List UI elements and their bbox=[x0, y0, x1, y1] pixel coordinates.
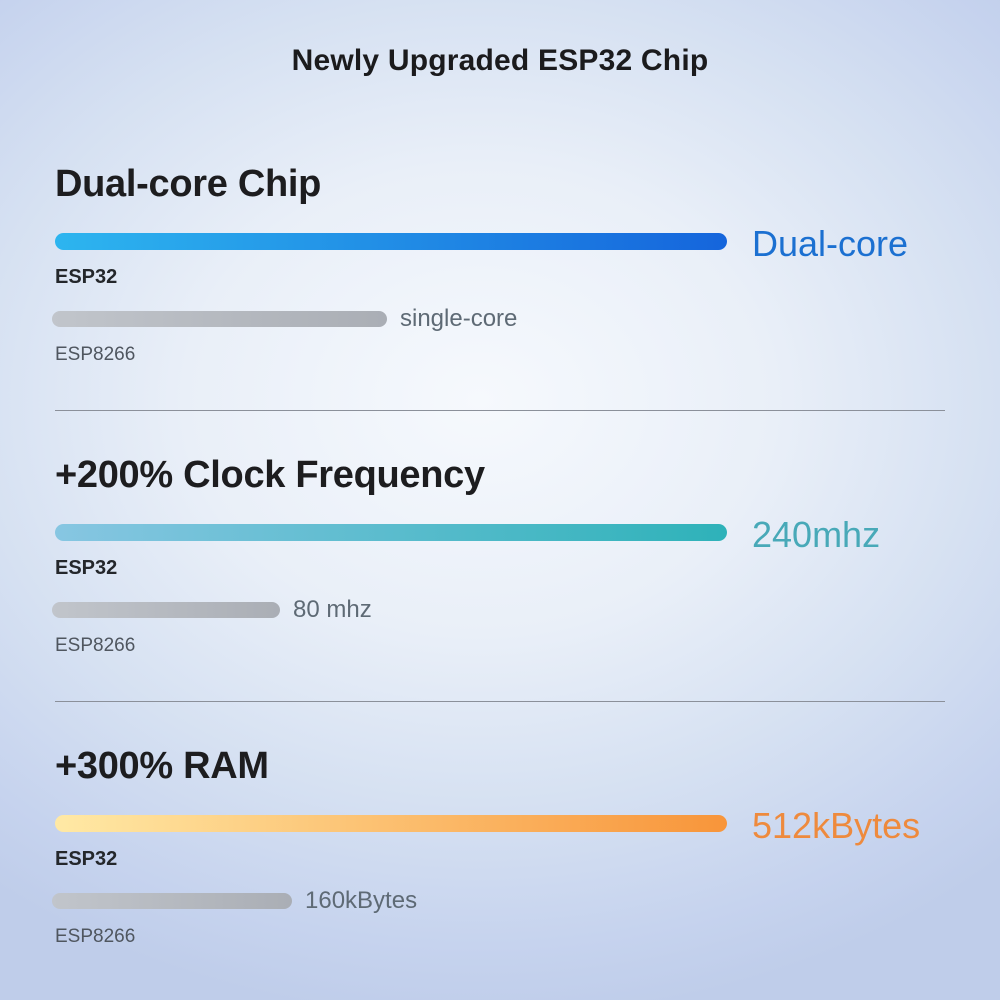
section-heading: +300% RAM bbox=[55, 745, 269, 787]
page-title: Newly Upgraded ESP32 Chip bbox=[291, 44, 709, 77]
esp8266-bar-row: 80 mhz bbox=[52, 596, 945, 624]
esp8266-bar-row: 160kBytes bbox=[52, 887, 945, 915]
section-divider bbox=[55, 410, 945, 411]
esp8266-bar-row: single-core bbox=[52, 305, 945, 333]
esp32-value-label: 512kBytes bbox=[752, 805, 921, 846]
section-heading: Dual-core Chip bbox=[55, 163, 322, 205]
section-clock-frequency: +200% Clock Frequency 240mhz ESP32 80 mh… bbox=[52, 453, 945, 657]
esp32-value-label: Dual-core bbox=[752, 223, 909, 264]
esp32-value-label: 240mhz bbox=[752, 514, 881, 555]
infographic-page: Newly Upgraded ESP32 Chip Dual-core Chip… bbox=[52, 44, 945, 948]
esp32-cores-bar bbox=[55, 232, 727, 250]
section-heading: +200% Clock Frequency bbox=[55, 454, 485, 496]
chip-label-esp32: ESP32 bbox=[55, 848, 118, 870]
section-dual-core: Dual-core Chip Dual-core ESP32 single-co… bbox=[52, 162, 945, 366]
chip-label-esp32: ESP32 bbox=[55, 266, 118, 288]
esp8266-ram-bar bbox=[52, 893, 292, 909]
esp32-bar-row: 240mhz bbox=[55, 511, 945, 555]
esp8266-cores-bar bbox=[52, 311, 387, 327]
esp32-clock-bar bbox=[55, 523, 727, 541]
esp32-ram-bar bbox=[55, 814, 727, 832]
esp8266-value-label: single-core bbox=[400, 305, 518, 332]
section-ram: +300% RAM 512kBytes ESP32 160kBytes ESP8… bbox=[52, 744, 945, 948]
esp32-bar-row: 512kBytes bbox=[55, 802, 945, 846]
esp8266-clock-bar bbox=[52, 602, 280, 618]
esp8266-value-label: 160kBytes bbox=[305, 887, 418, 914]
chip-label-esp32: ESP32 bbox=[55, 557, 118, 579]
chip-label-esp8266: ESP8266 bbox=[55, 926, 136, 947]
esp8266-value-label: 80 mhz bbox=[293, 596, 372, 623]
chip-label-esp8266: ESP8266 bbox=[55, 344, 136, 365]
section-divider bbox=[55, 701, 945, 702]
chip-label-esp8266: ESP8266 bbox=[55, 635, 136, 656]
esp32-bar-row: Dual-core bbox=[55, 220, 945, 264]
